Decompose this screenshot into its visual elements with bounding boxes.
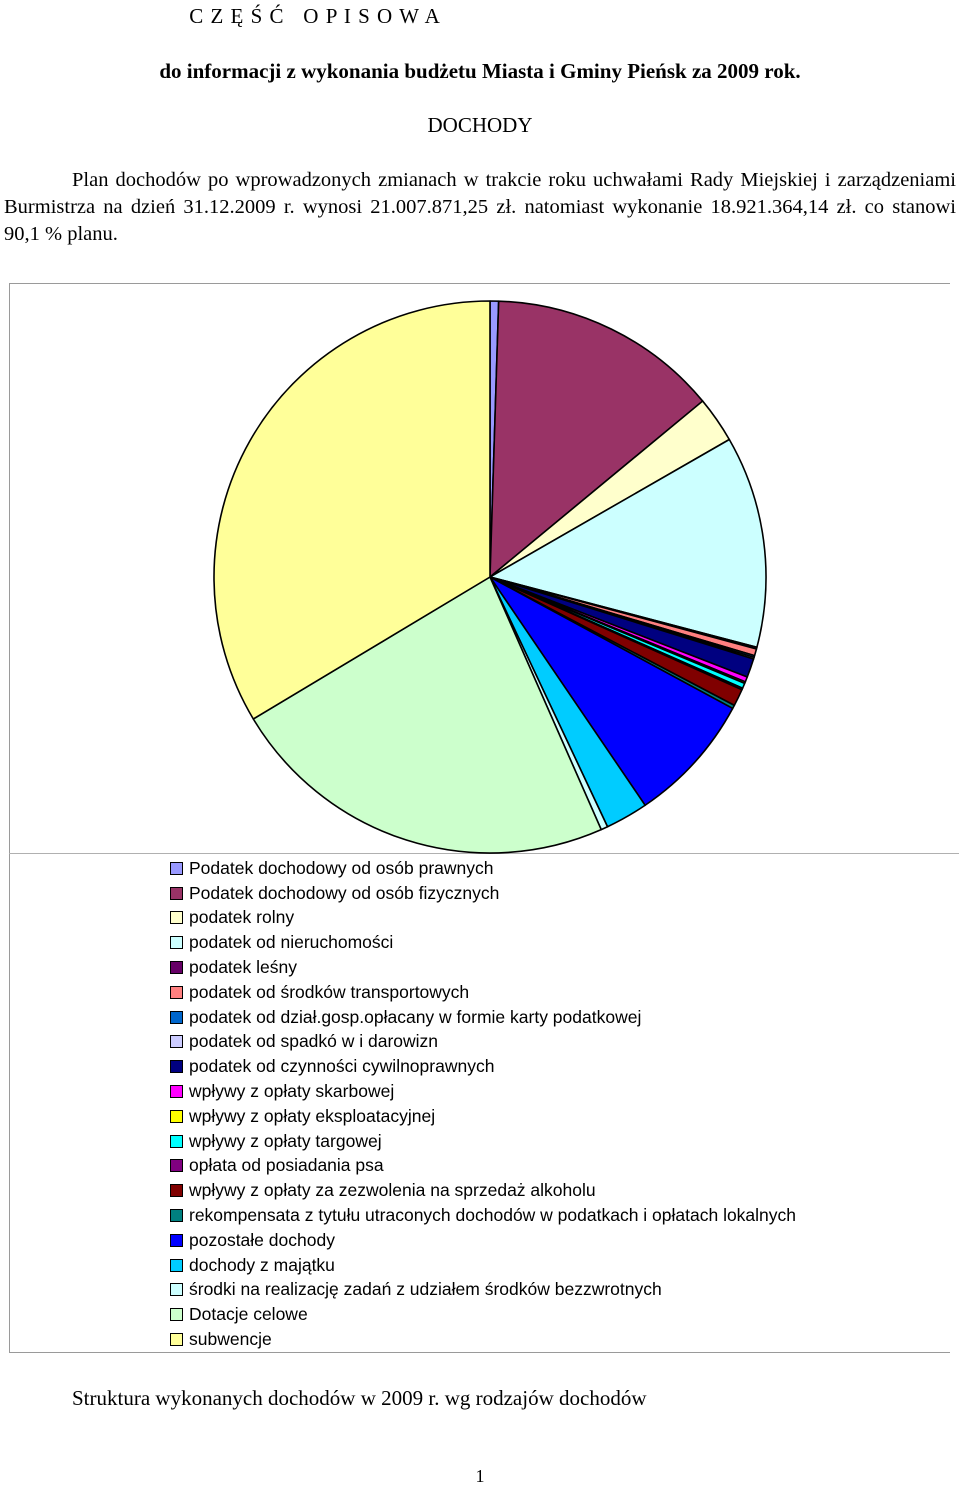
document-subtitle: do informacji z wykonania budżetu Miasta… [159,59,801,83]
legend-swatch [170,1134,183,1148]
legend-label: Podatek dochodowy od osób prawnych [189,857,494,878]
legend-label: podatek od czynności cywilnoprawnych [189,1056,495,1077]
legend-swatch [170,1085,183,1099]
pie-slice-2 [489,300,704,578]
pie-slice-20 [213,300,491,720]
legend-label: podatek od dział.gosp.opłacany w formie … [189,1006,642,1027]
pie-slice-4 [489,438,767,649]
legend-swatch [170,961,183,975]
legend-swatch [170,1109,183,1123]
legend-label: wpływy z opłaty skarbowej [189,1081,395,1102]
legend-item: podatek rolny [170,906,930,931]
legend-swatch [170,1159,183,1173]
part-title: C Z Ę Ś Ć O P I S O W A [189,4,441,28]
legend-swatch [170,886,183,900]
legend-item: podatek od nieruchomości [170,930,930,955]
pie-chart [213,300,767,854]
legend-swatch [170,1258,183,1272]
legend-item: subwencje [170,1327,930,1352]
legend-swatch [170,861,183,875]
section-heading: DOCHODY [427,113,533,137]
legend-label: środki na realizację zadań z udziałem śr… [189,1279,662,1300]
page-number: 1 [475,1466,485,1486]
legend-item: dochody z majątku [170,1253,930,1278]
legend-label: Podatek dochodowy od osób fizycznych [189,882,500,903]
legend-swatch [170,1308,183,1322]
legend-item: wpływy z opłaty eksploatacyjnej [170,1104,930,1129]
intro-paragraph: Plan dochodów po wprowadzonych zmianach … [4,169,956,245]
legend-item: rekompensata z tytułu utraconych dochodó… [170,1203,930,1228]
legend-item: wpływy z opłaty za zezwolenia na sprzeda… [170,1178,930,1203]
legend-label: podatek od spadkó w i darowizn [189,1031,439,1052]
legend-item: pozostałe dochody [170,1228,930,1253]
chart-legend: Podatek dochodowy od osób prawnych Podate… [170,856,930,1352]
legend-item: opłata od posiadania psa [170,1154,930,1179]
legend-label: podatek rolny [189,907,295,928]
legend-item: wpływy z opłaty targowej [170,1129,930,1154]
legend-label: wpływy z opłaty za zezwolenia na sprzeda… [189,1180,596,1201]
legend-label: dochody z majątku [189,1254,335,1275]
legend-swatch [170,1060,183,1074]
legend-label: podatek od środków transportowych [189,981,470,1002]
legend-item: podatek od dział.gosp.opłacany w formie … [170,1005,930,1030]
legend-item: podatek od spadkó w i darowizn [170,1030,930,1055]
legend-swatch [170,936,183,950]
legend-swatch [170,985,183,999]
legend-swatch [170,1333,183,1347]
legend-swatch [170,1283,183,1297]
legend-item: środki na realizację zadań z udziałem śr… [170,1278,930,1303]
legend-label: wpływy z opłaty targowej [189,1130,382,1151]
pie-slice-16 [489,576,734,807]
legend-swatch [170,1035,183,1049]
legend-label: pozostałe dochody [189,1229,335,1250]
legend-swatch [170,1209,183,1223]
pie-slice-19 [252,576,602,854]
chart-frame [9,283,950,1353]
legend-swatch [170,911,183,925]
chart-caption: Struktura wykonanych dochodów w 2009 r. … [72,1386,647,1410]
legend-item: Dotacje celowe [170,1302,930,1327]
legend-label: wpływy z opłaty eksploatacyjnej [189,1105,436,1126]
legend-item: wpływy z opłaty skarbowej [170,1079,930,1104]
legend-item: Podatek dochodowy od osób prawnych [170,856,930,881]
legend-swatch [170,1233,183,1247]
legend-label: podatek leśny [189,957,297,978]
legend-swatch [170,1184,183,1198]
legend-label: podatek od nieruchomości [189,932,394,953]
legend-label: opłata od posiadania psa [189,1155,384,1176]
legend-label: subwencje [189,1329,272,1350]
legend-label: rekompensata z tytułu utraconych dochodó… [189,1205,797,1226]
legend-item: podatek od środków transportowych [170,980,930,1005]
legend-swatch [170,1010,183,1024]
legend-label: Dotacje celowe [189,1304,308,1325]
legend-item: podatek od czynności cywilnoprawnych [170,1054,930,1079]
legend-item: Podatek dochodowy od osób fizycznych [170,881,930,906]
legend-item: podatek leśny [170,955,930,980]
